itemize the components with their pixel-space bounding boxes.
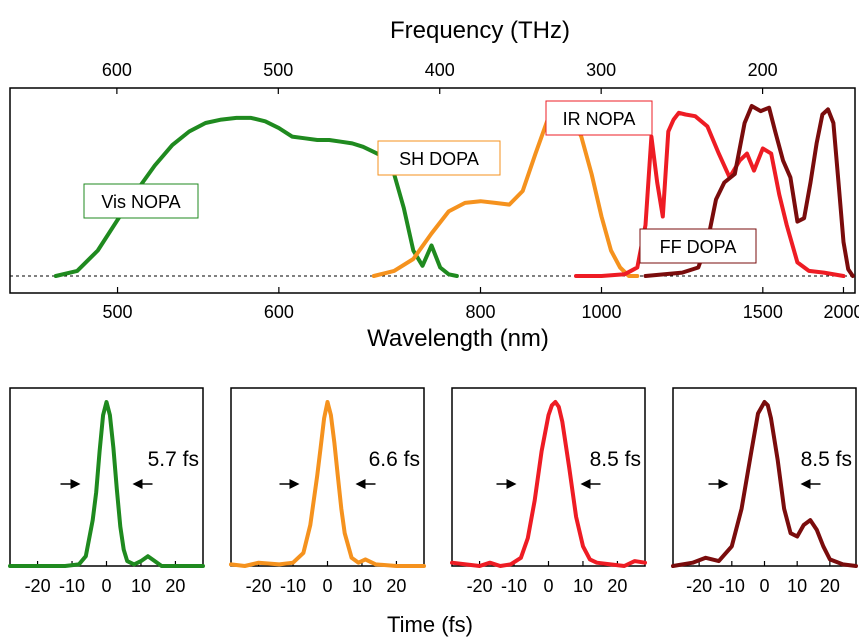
label-ff-dopa-text: FF DOPA [660,237,737,257]
time-tick-label: 20 [607,576,627,596]
wavelength-tick-labels: 500 600 800 1000 1500 2000 [103,302,859,322]
pulse-trace [8,400,205,568]
wavelength-tick-label: 600 [264,302,294,322]
time-tick-label: 0 [759,576,769,596]
pulse-panel-3: -20 -10 0 10 20 8.5 fs [450,387,647,596]
pulse-plot-frame [9,387,204,567]
wavelength-tick-label: 500 [103,302,133,322]
pulse-duration-label: 8.5 fs [801,448,852,471]
frequency-tick-label: 500 [263,60,293,80]
time-axis-title: Time (fs) [387,612,473,637]
time-tick-label: -10 [280,576,306,596]
time-tick-label: 10 [573,576,593,596]
pulse-panel-2: -20 -10 0 10 20 6.6 fs [229,387,426,596]
time-tick-label: 20 [386,576,406,596]
spectra-panel: Frequency (THz) 600 500 400 300 200 500 600 80… [9,17,859,352]
time-tick-label: -20 [686,576,712,596]
fwhm-arrowhead-left [70,479,81,489]
series-sh-dopa [371,104,640,278]
series-ir-nopa [574,110,846,278]
time-tick-label: 0 [101,576,111,596]
label-sh-dopa: SH DOPA [377,140,501,176]
time-tick-label: -20 [246,576,272,596]
label-sh-dopa-text: SH DOPA [399,149,479,169]
label-vis-nopa: Vis NOPA [83,183,199,219]
pulse-trace [450,400,647,568]
label-ir-nopa: IR NOPA [545,100,653,136]
pulse-duration-label: 5.7 fs [148,448,199,471]
frequency-tick-label: 400 [425,60,455,80]
frequency-tick-labels: 600 500 400 300 200 [102,60,778,80]
pulse-plot-frame [230,387,425,567]
pulse-trace [229,400,426,568]
frequency-tick-label: 600 [102,60,132,80]
time-tick-label: -10 [719,576,745,596]
time-tick-label: -20 [25,576,51,596]
pulse-panels: -20 -10 0 10 20 5.7 fs -20 -10 0 10 20 6.6 fs -20 -10… [8,387,858,596]
time-tick-label: 10 [787,576,807,596]
wavelength-tick-label: 800 [465,302,495,322]
pulse-panel-1: -20 -10 0 10 20 5.7 fs [8,387,205,596]
series-vis-nopa [53,115,459,278]
frequency-tick-label: 300 [586,60,616,80]
time-tick-label: -10 [59,576,85,596]
time-tick-label: 0 [322,576,332,596]
wavelength-tick-label: 2000 [823,302,859,322]
fwhm-arrowhead-right [355,479,366,489]
frequency-axis-title: Frequency (THz) [390,17,570,44]
pulse-duration-label: 8.5 fs [590,448,641,471]
frequency-tick-label: 200 [748,60,778,80]
label-ff-dopa: FF DOPA [639,228,757,264]
fwhm-arrowhead-left [289,479,300,489]
fwhm-arrowhead-left [718,479,729,489]
fwhm-arrowhead-left [506,479,517,489]
wavelength-axis-title: Wavelength (nm) [367,325,549,352]
wavelength-tick-label: 1500 [743,302,783,322]
time-tick-label: 10 [131,576,151,596]
pulse-panel-4: -20 -10 0 10 20 8.5 fs [671,387,858,596]
fwhm-arrowhead-right [132,479,143,489]
fwhm-arrowhead-right [580,479,591,489]
wavelength-tick-label: 1000 [581,302,621,322]
pulse-trace [671,400,858,568]
time-tick-label: 10 [352,576,372,596]
pulse-duration-label: 6.6 fs [369,448,420,471]
time-tick-label: -20 [467,576,493,596]
spectra-plot-frame [9,87,856,294]
time-tick-label: 0 [543,576,553,596]
label-ir-nopa-text: IR NOPA [563,109,636,129]
axis-ticks [116,88,845,293]
time-tick-label: 20 [165,576,185,596]
pulse-plot-frame [672,387,857,567]
time-tick-label: -10 [501,576,527,596]
label-vis-nopa-text: Vis NOPA [101,192,180,212]
time-tick-label: 20 [820,576,840,596]
fwhm-arrowhead-right [800,479,811,489]
